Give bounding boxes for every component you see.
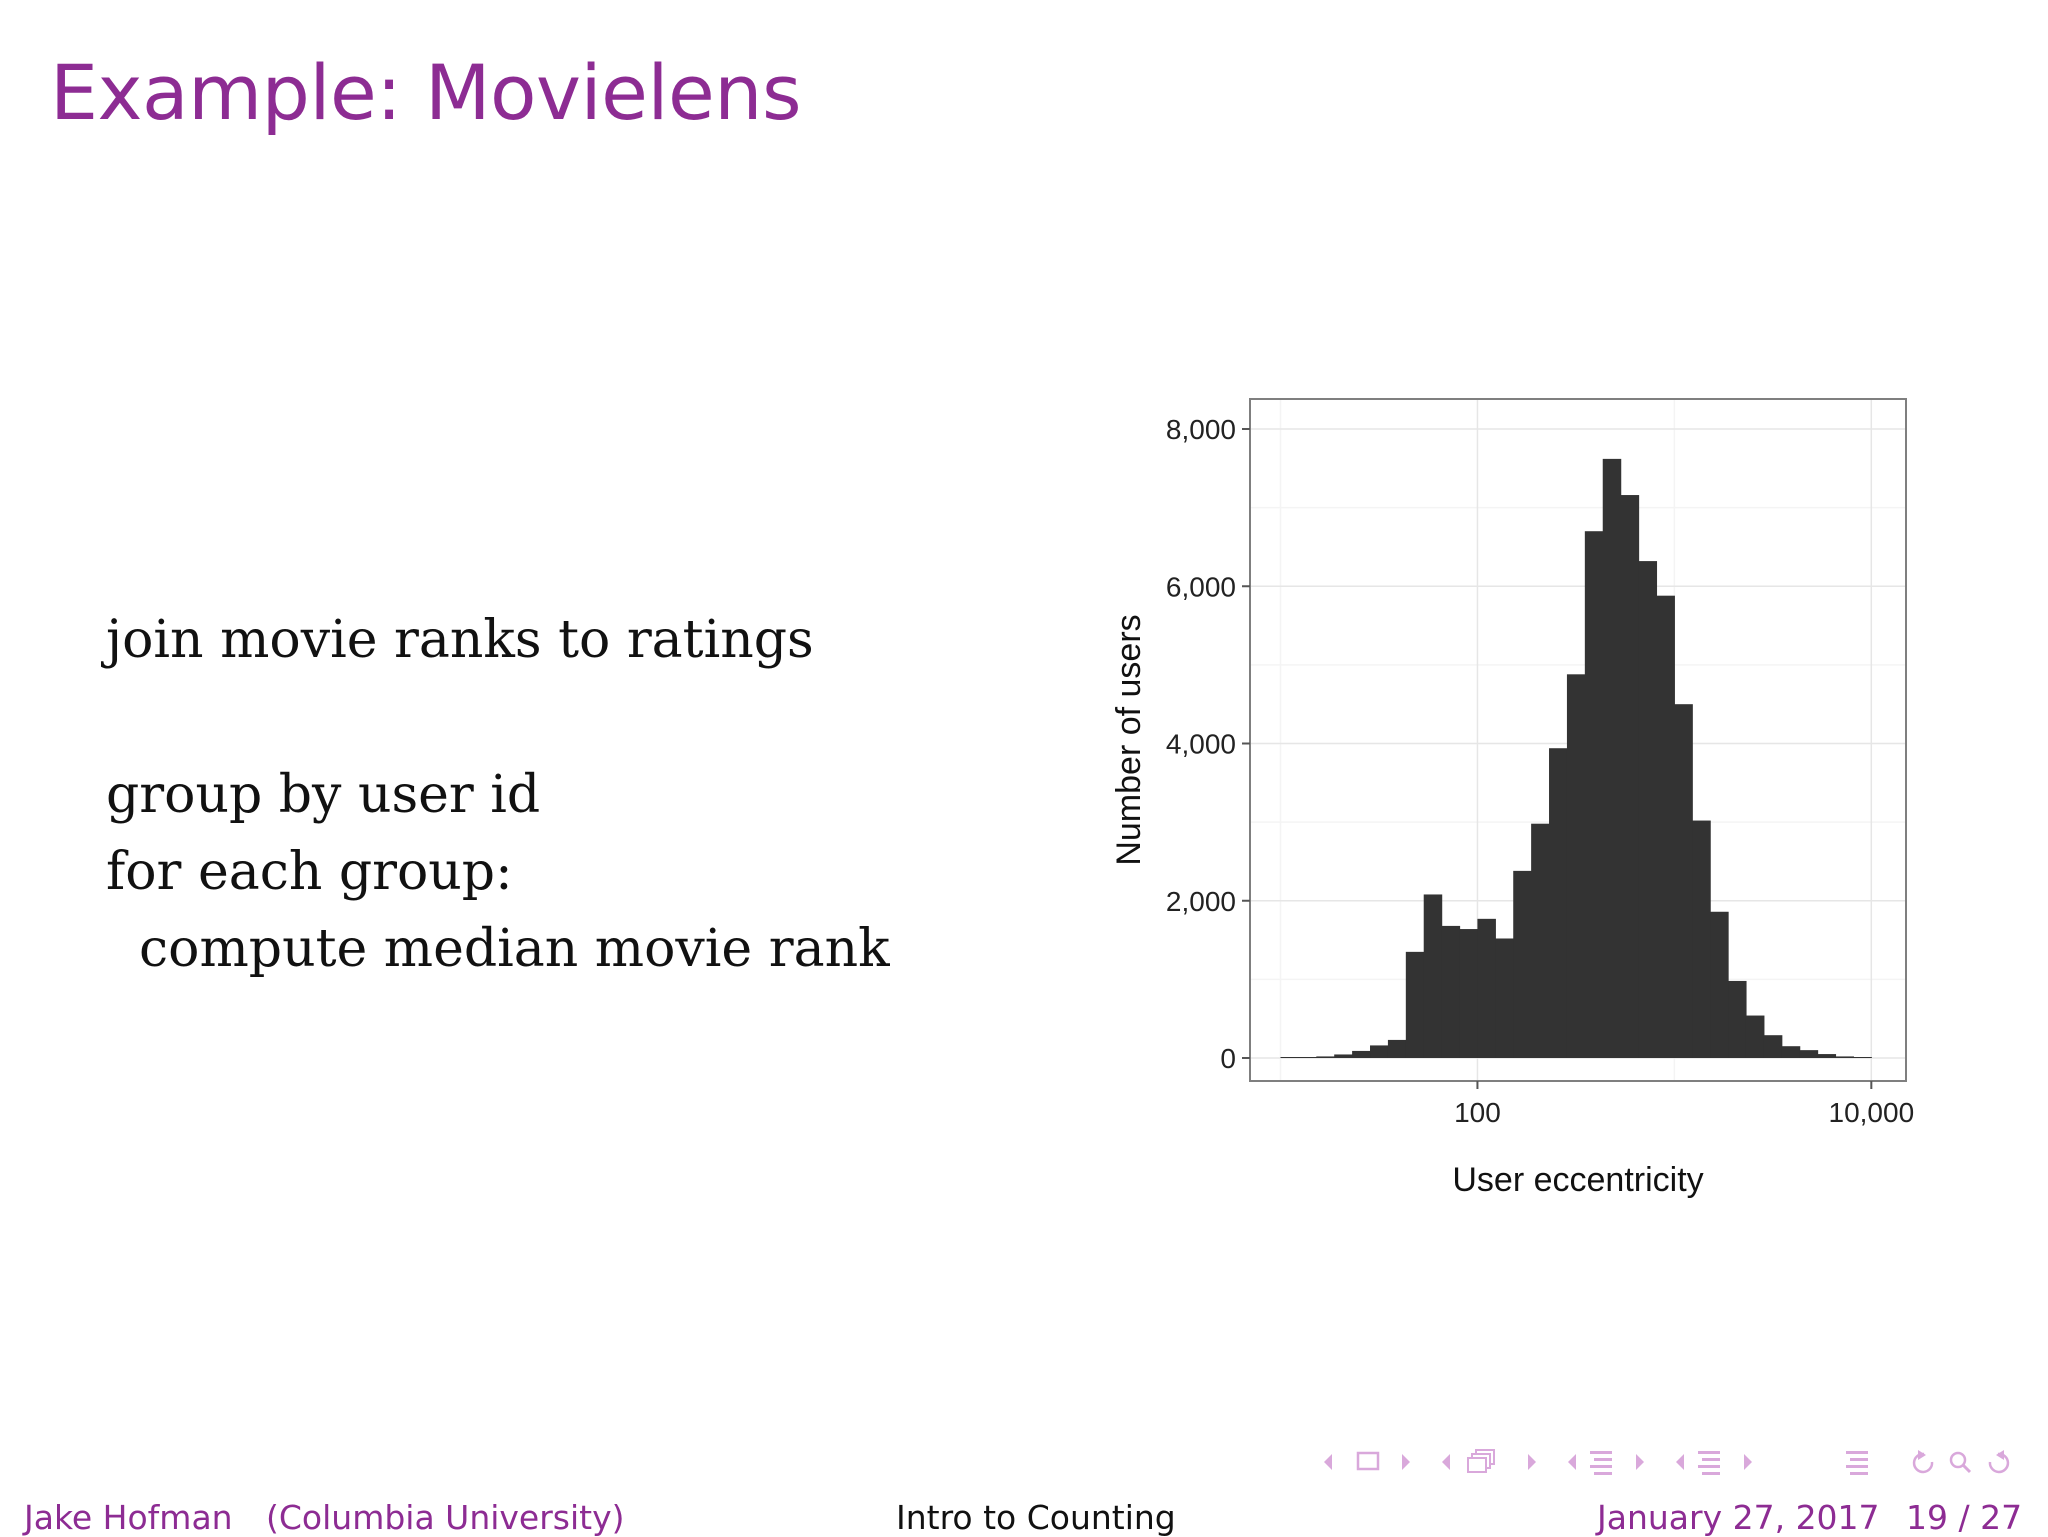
subsection-icon[interactable]	[1467, 1449, 1495, 1473]
histogram-bar	[1370, 1045, 1389, 1058]
histogram-bar	[1692, 820, 1711, 1058]
footer-affiliation: (Columbia University)	[266, 1498, 625, 1537]
histogram-bar	[1334, 1054, 1353, 1058]
histogram-bar	[1728, 980, 1747, 1058]
nav-document-back-icon[interactable]	[1676, 1454, 1684, 1470]
chart-bars	[1280, 458, 1872, 1058]
nav-subsection-forward-icon[interactable]	[1528, 1454, 1536, 1470]
histogram-bar	[1799, 1050, 1819, 1058]
frame-icon[interactable]	[1356, 1451, 1380, 1471]
footer-author: Jake Hofman	[24, 1498, 233, 1537]
undo-icon[interactable]	[1912, 1450, 1934, 1474]
histogram-bar	[1513, 870, 1532, 1058]
histogram-bar	[1441, 925, 1461, 1058]
x-axis-ticks: 100 10,000	[1454, 1081, 1914, 1128]
plot-panel-border	[1249, 398, 1907, 1082]
search-icon[interactable]	[1949, 1451, 1972, 1474]
histogram-bar	[1352, 1050, 1371, 1058]
y-tick-label: 2,000	[1166, 886, 1236, 917]
histogram-bar	[1280, 1057, 1300, 1058]
footer-page-number: 19 / 27	[1906, 1498, 2023, 1537]
histogram-bar	[1531, 823, 1550, 1058]
code-line-group: group by user id	[106, 765, 541, 825]
histogram-bar	[1745, 1015, 1765, 1058]
nav-section-back-icon[interactable]	[1568, 1454, 1576, 1470]
histogram-bar	[1656, 595, 1675, 1058]
code-line-join: join movie ranks to ratings	[106, 610, 814, 670]
histogram-bar	[1405, 951, 1425, 1058]
histogram-bar	[1602, 458, 1622, 1058]
histogram-bar	[1549, 748, 1568, 1058]
histogram-bar	[1763, 1035, 1783, 1058]
code-line-for-each: for each group:	[106, 842, 513, 902]
nav-document-forward-icon[interactable]	[1744, 1454, 1752, 1470]
y-tick-label: 8,000	[1166, 414, 1236, 445]
histogram-bar	[1566, 674, 1586, 1058]
x-tick-label: 10,000	[1829, 1097, 1915, 1128]
histogram-bar	[1835, 1056, 1854, 1058]
histogram-bar	[1316, 1056, 1335, 1058]
section-icon[interactable]	[1590, 1451, 1612, 1475]
histogram-bar	[1298, 1057, 1317, 1058]
histogram-bar	[1710, 911, 1729, 1058]
y-tick-label: 0	[1220, 1043, 1236, 1074]
code-line-compute: compute median movie rank	[106, 919, 890, 979]
footer-talk-title: Intro to Counting	[896, 1498, 1176, 1537]
x-tick-label: 100	[1454, 1097, 1501, 1128]
nav-frame-forward-icon[interactable]	[1402, 1454, 1410, 1470]
y-tick-label: 6,000	[1166, 571, 1236, 602]
slide-title: Example: Movielens	[50, 48, 802, 137]
histogram-bar	[1423, 894, 1443, 1058]
redo-icon[interactable]	[1988, 1450, 2010, 1474]
y-tick-label: 4,000	[1166, 729, 1236, 760]
histogram-bar	[1495, 938, 1514, 1058]
y-axis-label: Number of users	[1110, 614, 1148, 865]
toc-icon[interactable]	[1846, 1451, 1868, 1475]
histogram-bar	[1387, 1039, 1407, 1058]
histogram-bar	[1477, 918, 1496, 1058]
nav-frame-back-icon[interactable]	[1324, 1454, 1332, 1470]
histogram-bar	[1674, 704, 1693, 1058]
document-icon[interactable]	[1698, 1451, 1720, 1475]
histogram-bar	[1459, 929, 1479, 1058]
histogram-bar	[1638, 561, 1658, 1058]
histogram-chart: 0 2,000 4,000 6,000 8,000 100 10,000 User ecc…	[1110, 398, 1914, 1199]
footer-date: January 27, 2017	[1597, 1498, 1880, 1537]
histogram-bar	[1620, 495, 1640, 1058]
x-axis-label: User eccentricity	[1452, 1161, 1703, 1199]
histogram-bar	[1853, 1057, 1872, 1058]
histogram-bar	[1781, 1046, 1801, 1058]
beamer-navigation-bar	[1324, 1449, 2010, 1475]
nav-subsection-back-icon[interactable]	[1442, 1454, 1450, 1470]
nav-section-forward-icon[interactable]	[1636, 1454, 1644, 1470]
histogram-bar	[1817, 1054, 1837, 1058]
histogram-bar	[1584, 531, 1604, 1058]
y-axis-ticks: 0 2,000 4,000 6,000 8,000	[1166, 414, 1250, 1074]
